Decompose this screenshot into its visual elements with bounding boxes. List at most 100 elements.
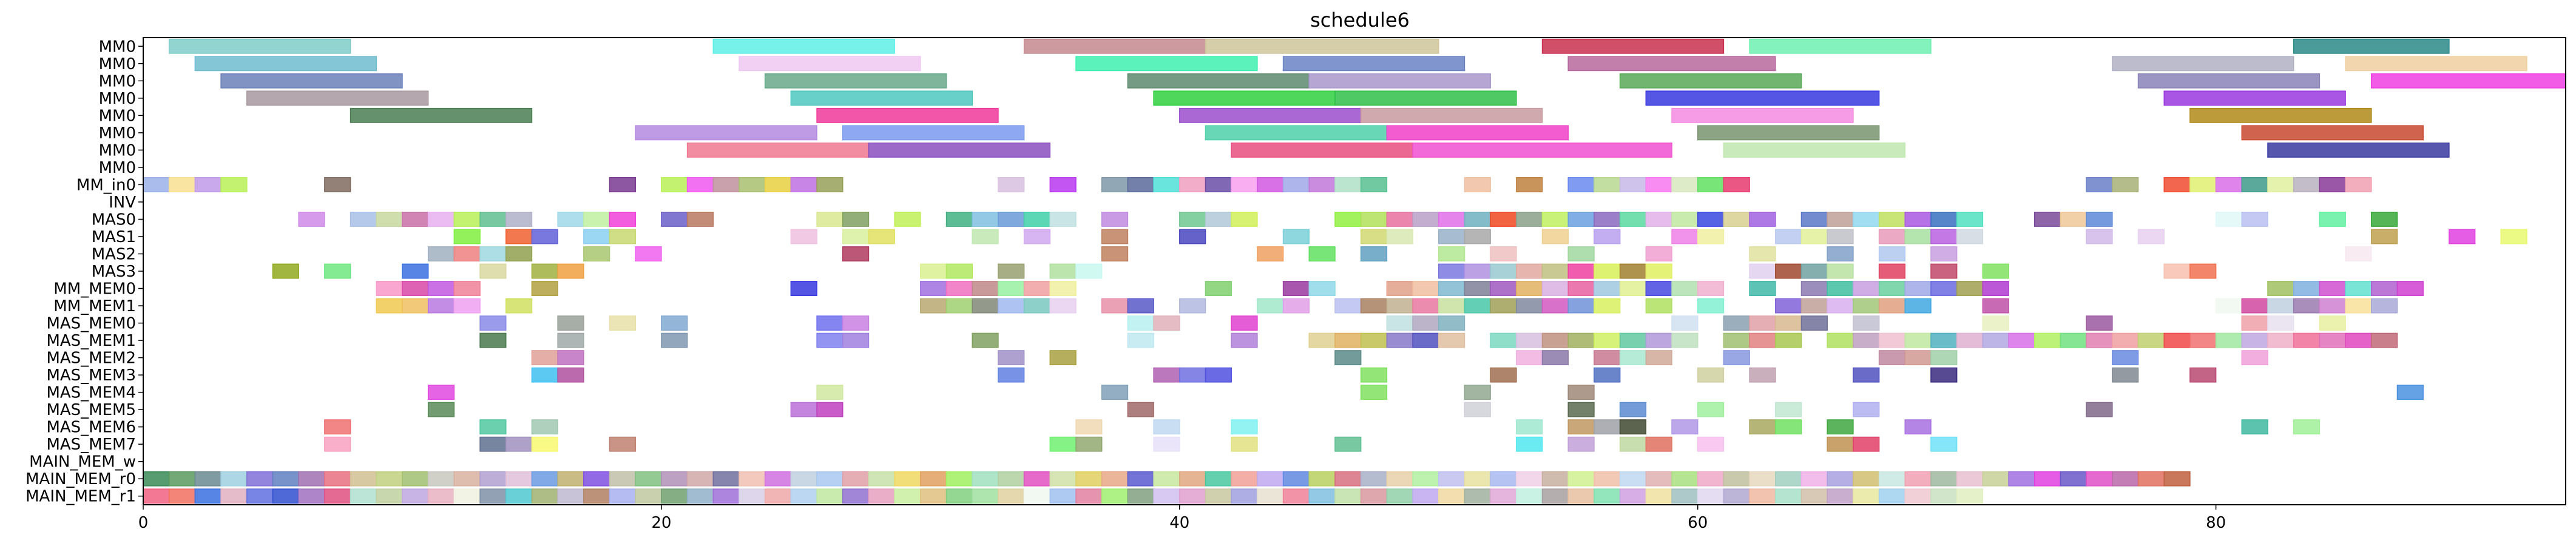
task-bar <box>998 298 1025 314</box>
task-bar <box>1412 212 1439 227</box>
task-bar <box>2163 90 2346 106</box>
y-tick-label: MAS3 <box>92 263 136 281</box>
task-bar <box>739 471 766 487</box>
task-bar <box>609 315 636 331</box>
task-bar <box>2345 281 2372 296</box>
task-bar <box>531 471 558 487</box>
task-bar <box>1541 488 1569 504</box>
task-bar <box>1282 471 1310 487</box>
task-bar <box>2137 73 2321 89</box>
task-bar <box>1594 229 1621 244</box>
task-bar <box>1594 332 1621 348</box>
task-bar <box>1645 471 1672 487</box>
task-bar <box>1490 367 1517 383</box>
task-bar <box>1827 263 1854 279</box>
task-bar <box>1930 281 1958 296</box>
task-bar <box>1023 298 1051 314</box>
task-bar <box>1775 471 1802 487</box>
task-bar <box>1775 229 1802 244</box>
task-bar <box>1179 177 1206 192</box>
task-bar <box>1490 332 1517 348</box>
task-bar <box>1205 471 1232 487</box>
task-bar <box>1231 212 1258 227</box>
task-bar <box>1257 246 1284 261</box>
task-bar <box>868 471 895 487</box>
task-bar <box>2267 142 2450 158</box>
task-bar <box>1594 488 1621 504</box>
x-tick-label: 60 <box>1688 514 1708 532</box>
task-bar <box>1179 107 1362 123</box>
task-bar <box>1619 471 1647 487</box>
task-bar <box>816 177 843 192</box>
task-bar <box>1308 281 1336 296</box>
task-bar <box>194 177 221 192</box>
task-bar <box>298 212 325 227</box>
task-bar <box>1412 298 1439 314</box>
task-bar <box>427 281 455 296</box>
task-bar <box>1205 281 1232 296</box>
task-bar <box>1827 298 1854 314</box>
task-bar <box>1567 246 1595 261</box>
task-bar <box>2371 281 2398 296</box>
task-bar <box>712 38 895 54</box>
task-bar <box>2267 315 2294 331</box>
task-bar <box>1049 177 1077 192</box>
task-bar <box>453 212 481 227</box>
task-bar <box>1697 298 1725 314</box>
task-bar <box>1282 281 1310 296</box>
task-bar <box>220 73 403 89</box>
task-bar <box>1697 212 1725 227</box>
y-tick-label: MM_MEM0 <box>53 280 136 298</box>
task-bar <box>1567 488 1595 504</box>
task-bar <box>1541 332 1569 348</box>
task-bar <box>1101 298 1129 314</box>
task-bar <box>1904 298 1932 314</box>
task-bar <box>1775 332 1802 348</box>
task-bar <box>1490 212 1517 227</box>
task-bar <box>1334 471 1362 487</box>
task-bar <box>1464 471 1491 487</box>
task-bar <box>479 263 507 279</box>
task-bar <box>1904 281 1932 296</box>
task-bar <box>1567 212 1595 227</box>
task-bar <box>2215 298 2243 314</box>
task-bar <box>1516 488 1543 504</box>
task-bar <box>1619 73 1802 89</box>
task-bar <box>1645 263 1672 279</box>
y-tick-label: MM0 <box>99 141 136 160</box>
task-bar <box>557 471 584 487</box>
task-bar <box>1930 332 1958 348</box>
task-bar <box>1231 471 1258 487</box>
task-bar <box>2033 212 2061 227</box>
task-bar <box>453 229 481 244</box>
y-tick-label: MM0 <box>99 38 136 56</box>
task-bar <box>1412 332 1439 348</box>
task-bar <box>1231 488 1258 504</box>
task-bar <box>1697 402 1725 417</box>
task-bar <box>194 471 221 487</box>
task-bar <box>1516 298 1543 314</box>
task-bar <box>1153 471 1180 487</box>
task-bar <box>1153 90 1336 106</box>
task-bar <box>1101 488 1129 504</box>
task-bar <box>1464 298 1491 314</box>
task-bar <box>1645 298 1672 314</box>
task-bar <box>1749 263 1776 279</box>
task-bar <box>1671 212 1699 227</box>
task-bar <box>1179 212 1206 227</box>
task-bar <box>453 471 481 487</box>
task-bar <box>1386 488 1413 504</box>
task-bar <box>557 488 584 504</box>
task-bar <box>1723 142 1906 158</box>
task-bar <box>635 488 662 504</box>
task-bar <box>1231 142 1413 158</box>
task-bar <box>453 298 481 314</box>
task-bar <box>739 488 766 504</box>
task-bar <box>1671 419 1699 435</box>
task-bar <box>324 471 351 487</box>
task-bar <box>1257 488 1284 504</box>
task-bar <box>479 436 507 452</box>
task-bar <box>1956 212 1984 227</box>
task-bar <box>427 212 455 227</box>
task-bar <box>1334 298 1362 314</box>
